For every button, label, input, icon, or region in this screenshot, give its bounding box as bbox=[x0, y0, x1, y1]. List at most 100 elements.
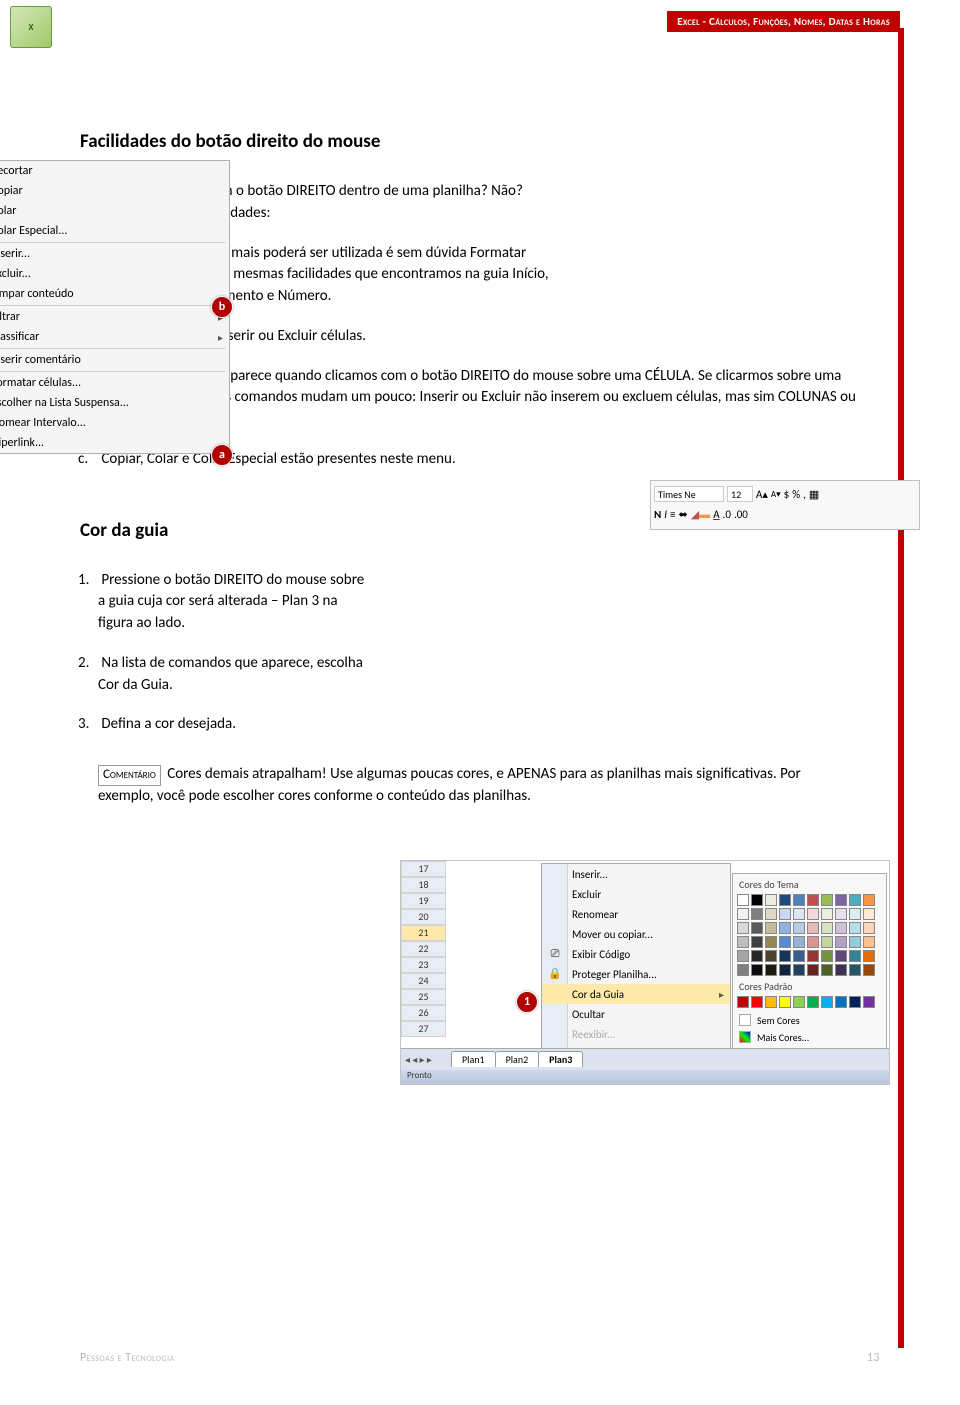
context-menu-item[interactable]: Classificar bbox=[0, 327, 229, 347]
row-header[interactable]: 19 bbox=[401, 893, 446, 909]
sheet-menu-item[interactable]: Cor da Guia bbox=[542, 984, 730, 1004]
theme-color-swatch[interactable] bbox=[807, 908, 819, 920]
standard-color-swatch[interactable] bbox=[779, 996, 791, 1008]
grow-font-icon[interactable]: A▴ bbox=[756, 488, 768, 501]
theme-color-swatch[interactable] bbox=[737, 922, 749, 934]
standard-color-swatch[interactable] bbox=[863, 996, 875, 1008]
context-menu-item[interactable]: Nomear Intervalo... bbox=[0, 413, 229, 433]
bold-icon[interactable]: N bbox=[654, 508, 661, 521]
context-menu-item[interactable]: 📋Colar bbox=[0, 201, 229, 221]
row-header[interactable]: 25 bbox=[401, 989, 446, 1005]
context-menu-item[interactable]: Filtrar bbox=[0, 307, 229, 327]
standard-color-swatch[interactable] bbox=[835, 996, 847, 1008]
theme-color-swatch[interactable] bbox=[751, 908, 763, 920]
theme-color-swatch[interactable] bbox=[793, 950, 805, 962]
standard-color-swatch[interactable] bbox=[737, 996, 749, 1008]
more-colors-option[interactable]: Mais Cores... bbox=[737, 1029, 882, 1046]
no-color-option[interactable]: Sem Cores bbox=[737, 1012, 882, 1029]
theme-color-swatch[interactable] bbox=[821, 964, 833, 976]
theme-color-swatch[interactable] bbox=[849, 936, 861, 948]
theme-color-swatch[interactable] bbox=[751, 950, 763, 962]
theme-color-swatch[interactable] bbox=[821, 908, 833, 920]
row-header[interactable]: 20 bbox=[401, 909, 446, 925]
theme-color-swatch[interactable] bbox=[863, 922, 875, 934]
theme-color-swatch[interactable] bbox=[751, 964, 763, 976]
row-header[interactable]: 21 bbox=[401, 925, 446, 941]
theme-color-swatch[interactable] bbox=[779, 894, 791, 906]
theme-color-swatch[interactable] bbox=[821, 936, 833, 948]
theme-color-swatch[interactable] bbox=[835, 950, 847, 962]
sheet-tab[interactable]: Plan2 bbox=[495, 1051, 540, 1067]
sheet-menu-item[interactable]: ⎚Exibir Código bbox=[542, 944, 730, 964]
comma-icon[interactable]: , bbox=[803, 488, 806, 501]
theme-color-swatch[interactable] bbox=[807, 964, 819, 976]
theme-color-swatch[interactable] bbox=[779, 922, 791, 934]
theme-color-swatch[interactable] bbox=[863, 894, 875, 906]
sheet-menu-item[interactable]: Inserir... bbox=[542, 864, 730, 884]
borders-icon[interactable]: ▦ bbox=[809, 488, 819, 501]
theme-color-swatch[interactable] bbox=[835, 964, 847, 976]
theme-color-swatch[interactable] bbox=[765, 922, 777, 934]
context-menu-item[interactable]: Excluir... bbox=[0, 264, 229, 284]
theme-color-swatch[interactable] bbox=[737, 950, 749, 962]
font-color-icon[interactable]: A bbox=[713, 508, 719, 521]
context-menu-item[interactable]: ⎘Copiar bbox=[0, 181, 229, 201]
theme-color-swatch[interactable] bbox=[821, 922, 833, 934]
context-menu-item[interactable]: ✂Recortar bbox=[0, 161, 229, 181]
theme-color-swatch[interactable] bbox=[737, 936, 749, 948]
theme-color-swatch[interactable] bbox=[765, 894, 777, 906]
theme-color-swatch[interactable] bbox=[807, 936, 819, 948]
sheet-menu-item[interactable]: Ocultar bbox=[542, 1004, 730, 1024]
theme-color-swatch[interactable] bbox=[779, 950, 791, 962]
theme-color-swatch[interactable] bbox=[863, 908, 875, 920]
sheet-menu-item[interactable]: Excluir bbox=[542, 884, 730, 904]
theme-color-swatch[interactable] bbox=[849, 908, 861, 920]
context-menu-item[interactable]: 🔗Hiperlink... bbox=[0, 433, 229, 453]
theme-color-swatch[interactable] bbox=[765, 964, 777, 976]
theme-color-swatch[interactable] bbox=[835, 936, 847, 948]
row-header[interactable]: 18 bbox=[401, 877, 446, 893]
theme-color-swatch[interactable] bbox=[835, 908, 847, 920]
sheet-menu-item[interactable]: 🔒Proteger Planilha... bbox=[542, 964, 730, 984]
theme-color-swatch[interactable] bbox=[863, 950, 875, 962]
decrease-decimal-icon[interactable]: .0 bbox=[723, 508, 731, 521]
row-header[interactable]: 24 bbox=[401, 973, 446, 989]
sheet-tab[interactable]: Plan3 bbox=[538, 1051, 583, 1067]
row-header[interactable]: 22 bbox=[401, 941, 446, 957]
theme-color-swatch[interactable] bbox=[793, 922, 805, 934]
theme-color-swatch[interactable] bbox=[779, 964, 791, 976]
theme-color-swatch[interactable] bbox=[863, 936, 875, 948]
theme-color-swatch[interactable] bbox=[793, 908, 805, 920]
standard-color-swatch[interactable] bbox=[849, 996, 861, 1008]
theme-color-swatch[interactable] bbox=[765, 950, 777, 962]
context-menu-item[interactable]: ✉Inserir comentário bbox=[0, 350, 229, 370]
font-name-box[interactable]: Times Ne bbox=[654, 486, 724, 502]
theme-color-swatch[interactable] bbox=[737, 964, 749, 976]
standard-color-swatch[interactable] bbox=[821, 996, 833, 1008]
font-size-box[interactable]: 12 bbox=[727, 486, 753, 502]
standard-color-swatch[interactable] bbox=[751, 996, 763, 1008]
theme-color-swatch[interactable] bbox=[849, 894, 861, 906]
theme-color-swatch[interactable] bbox=[765, 936, 777, 948]
theme-color-swatch[interactable] bbox=[807, 894, 819, 906]
context-menu-item[interactable]: Limpar conteúdo bbox=[0, 284, 229, 304]
percent-icon[interactable]: % bbox=[792, 488, 800, 501]
merge-icon[interactable]: ⬌ bbox=[679, 508, 688, 521]
row-header[interactable]: 23 bbox=[401, 957, 446, 973]
theme-color-swatch[interactable] bbox=[737, 894, 749, 906]
theme-color-swatch[interactable] bbox=[793, 894, 805, 906]
theme-color-swatch[interactable] bbox=[835, 922, 847, 934]
theme-color-swatch[interactable] bbox=[821, 894, 833, 906]
row-header[interactable]: 26 bbox=[401, 1005, 446, 1021]
theme-color-swatch[interactable] bbox=[821, 950, 833, 962]
theme-color-swatch[interactable] bbox=[793, 964, 805, 976]
align-icon[interactable]: ≡ bbox=[670, 508, 675, 521]
theme-color-swatch[interactable] bbox=[807, 950, 819, 962]
increase-decimal-icon[interactable]: .00 bbox=[734, 508, 748, 521]
fill-color-icon[interactable]: ◢▬ bbox=[691, 508, 710, 521]
context-menu-item[interactable]: Inserir... bbox=[0, 244, 229, 264]
sheet-menu-item[interactable]: Renomear bbox=[542, 904, 730, 924]
italic-icon[interactable]: I bbox=[664, 508, 667, 521]
theme-color-swatch[interactable] bbox=[849, 950, 861, 962]
theme-color-swatch[interactable] bbox=[751, 922, 763, 934]
